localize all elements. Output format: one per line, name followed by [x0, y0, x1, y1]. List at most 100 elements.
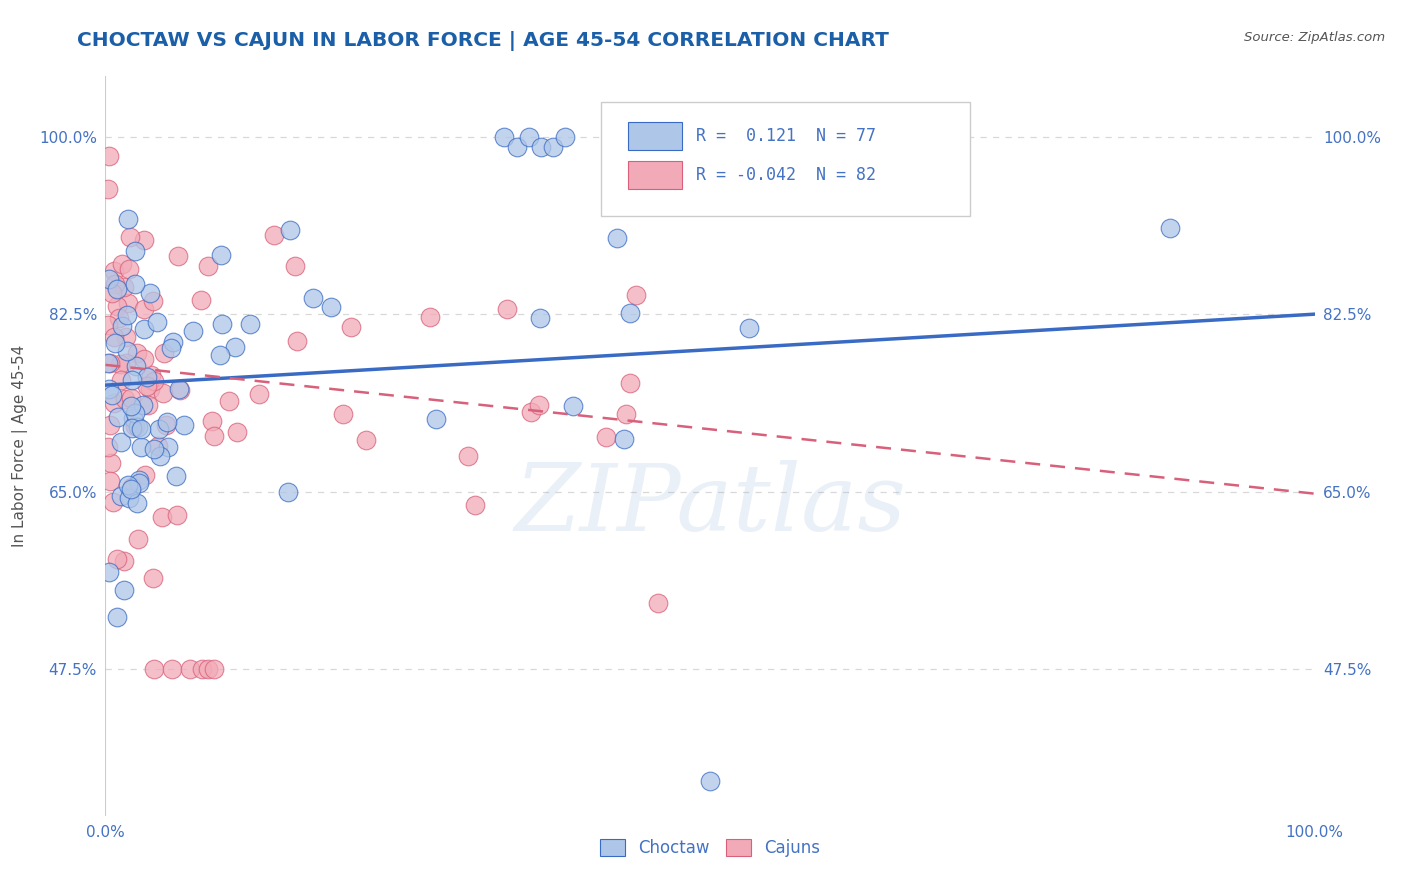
Point: [146, 439, 169, 453]
Point: [107, 409, 129, 424]
Point: [112, 554, 135, 568]
Point: [1159, 221, 1181, 235]
Point: [125, 359, 148, 373]
Text: Source: ZipAtlas.com: Source: ZipAtlas.com: [1244, 31, 1385, 45]
Point: [124, 419, 146, 434]
Point: [122, 410, 145, 425]
Point: [332, 407, 354, 421]
Point: [127, 420, 149, 434]
Point: [530, 140, 553, 154]
Point: [97, 565, 120, 579]
Point: [129, 440, 152, 454]
Point: [112, 280, 135, 294]
Point: [148, 422, 170, 436]
Legend: Choctaw, Cajuns: Choctaw, Cajuns: [593, 832, 827, 863]
FancyBboxPatch shape: [602, 102, 970, 217]
Point: [155, 417, 177, 432]
Point: [606, 231, 628, 245]
Point: [202, 662, 225, 676]
Point: [104, 277, 127, 291]
Point: [125, 496, 148, 510]
Point: [110, 373, 132, 387]
Point: [519, 405, 541, 419]
Point: [619, 376, 641, 390]
Point: [132, 352, 155, 367]
Point: [118, 261, 141, 276]
Point: [169, 384, 191, 398]
Point: [208, 348, 231, 362]
Point: [276, 485, 298, 500]
Text: R = -0.042  N = 82: R = -0.042 N = 82: [696, 166, 876, 184]
Point: [142, 293, 165, 308]
Point: [263, 227, 285, 242]
Point: [135, 370, 157, 384]
Point: [114, 392, 136, 406]
Point: [160, 662, 183, 676]
Point: [156, 441, 179, 455]
Point: [97, 149, 120, 163]
Point: [105, 282, 128, 296]
Point: [117, 295, 139, 310]
Point: [100, 456, 122, 470]
Point: [340, 320, 363, 334]
Point: [179, 662, 201, 676]
Point: [101, 495, 124, 509]
Point: [142, 571, 165, 585]
Point: [98, 474, 121, 488]
Point: [108, 311, 131, 326]
Point: [97, 440, 120, 454]
Point: [156, 415, 179, 429]
Point: [247, 387, 270, 401]
Point: [97, 356, 120, 370]
Point: [124, 277, 146, 291]
Point: [647, 596, 669, 610]
Point: [218, 394, 240, 409]
Point: [120, 482, 142, 496]
Point: [103, 263, 125, 277]
Point: [738, 321, 761, 335]
Point: [190, 293, 212, 308]
Point: [149, 449, 172, 463]
Point: [98, 272, 121, 286]
Point: [111, 318, 134, 333]
Point: [105, 299, 128, 313]
Point: [115, 344, 138, 359]
Point: [124, 407, 146, 421]
Point: [554, 129, 576, 144]
Point: [152, 386, 174, 401]
Point: [162, 334, 184, 349]
Point: [541, 140, 564, 154]
Point: [110, 435, 132, 450]
Point: [117, 478, 139, 492]
Point: [226, 425, 249, 439]
Point: [150, 510, 173, 524]
Point: [183, 324, 205, 338]
Point: [699, 773, 721, 788]
Point: [114, 329, 136, 343]
Point: [301, 292, 323, 306]
Point: [125, 346, 148, 360]
Point: [201, 414, 224, 428]
Point: [120, 400, 142, 414]
Point: [115, 356, 138, 370]
Point: [132, 301, 155, 316]
Point: [120, 391, 142, 405]
Point: [121, 374, 143, 388]
Point: [146, 315, 169, 329]
Point: [464, 498, 486, 512]
Point: [129, 422, 152, 436]
Point: [202, 429, 225, 443]
Point: [197, 259, 219, 273]
Point: [108, 357, 131, 371]
Point: [101, 388, 124, 402]
Point: [139, 285, 162, 300]
FancyBboxPatch shape: [628, 121, 682, 150]
Point: [97, 181, 120, 195]
Text: R =  0.121  N = 77: R = 0.121 N = 77: [696, 127, 876, 145]
Point: [98, 356, 121, 370]
Point: [425, 411, 447, 425]
Point: [107, 551, 129, 566]
Point: [166, 249, 188, 263]
Point: [211, 318, 233, 332]
Point: [143, 442, 166, 457]
